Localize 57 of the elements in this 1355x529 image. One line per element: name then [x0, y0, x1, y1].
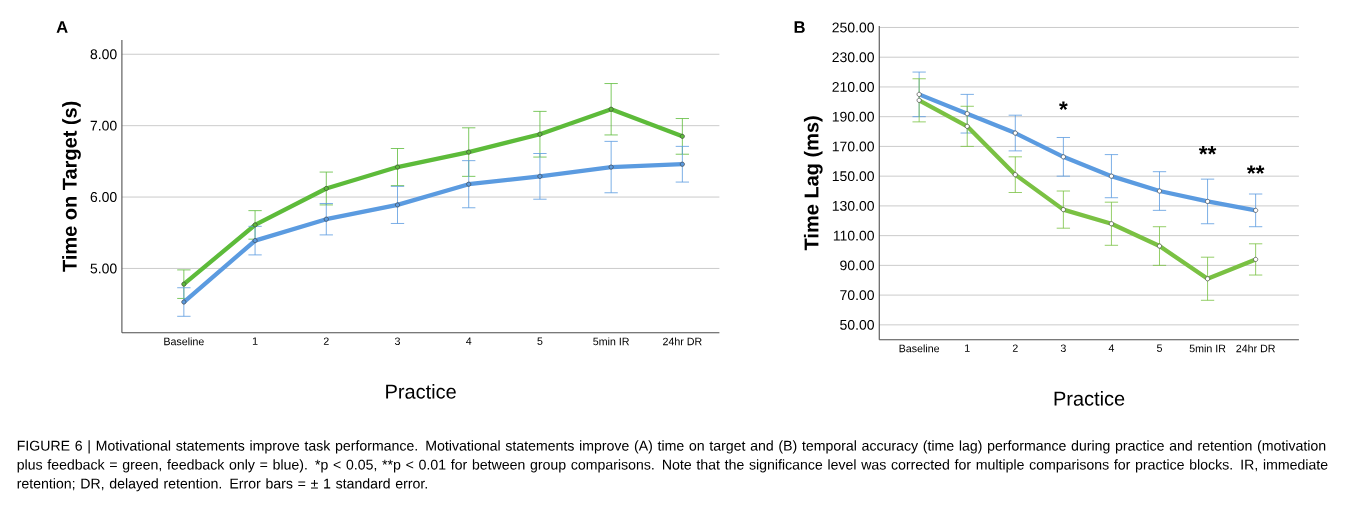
point — [323, 186, 329, 192]
x-tick-label: Baseline — [164, 337, 204, 346]
point — [679, 161, 685, 167]
point — [537, 174, 543, 180]
point — [323, 216, 329, 222]
y-tick-label: 250.00 — [832, 22, 874, 33]
point — [537, 131, 543, 137]
x-tick-label: 5min IR — [1189, 344, 1226, 353]
x-axis-title: Practice — [386, 384, 456, 399]
x-axis-title: Practice — [1054, 391, 1125, 406]
y-tick-label: 210.00 — [832, 82, 874, 93]
point — [608, 106, 614, 112]
point — [679, 134, 685, 140]
y-tick-label: 110.00 — [833, 230, 874, 241]
chart-title: A — [56, 21, 68, 33]
y-tick-label: 230.00 — [832, 52, 874, 63]
y-tick-label: 190.00 — [832, 111, 874, 122]
x-tick-label: 3 — [1060, 344, 1066, 353]
y-tick-label: 8.00 — [90, 49, 117, 60]
y-tick-label: 150.00 — [832, 171, 874, 182]
point — [252, 222, 258, 228]
point — [395, 202, 400, 208]
point — [395, 164, 400, 170]
y-tick-label: 130.00 — [832, 201, 874, 212]
annotation: * — [1059, 101, 1068, 111]
y-tick-label: 6.00 — [90, 192, 117, 203]
point — [608, 164, 614, 170]
x-tick-label: 2 — [323, 337, 329, 346]
point — [181, 299, 187, 305]
chart-title: B — [794, 21, 805, 34]
caption: FIGURE 6 | Motivational statements improve task performance. Motivational statements improve (A) time on target and (B) temporal accuracy (time lag) performance during practice and retention (motivation plus feedback = green, feedback only = blue). *p < 0.05, **p < 0.01 for between group comparisons. Note that the significance level was corrected for multiple comparisons for practice blocks. IR, immediate retention; DR, delayed retention. Error bars = ± 1 standard error. — [17, 440, 1328, 492]
y-tick-label: 90.00 — [840, 260, 874, 271]
y-tick-label: 170.00 — [832, 141, 874, 152]
x-tick-label: 4 — [1108, 344, 1115, 352]
point — [181, 281, 187, 287]
y-tick-label: 70.00 — [840, 290, 874, 301]
x-tick-label: 24hr DR — [663, 337, 702, 346]
x-tick-label: 5 — [537, 337, 543, 346]
point — [466, 149, 472, 155]
y-tick-label: 7.00 — [90, 120, 117, 131]
point — [252, 238, 258, 244]
x-tick-label: 24hr DR — [1236, 344, 1275, 353]
x-tick-label: 5min IR — [593, 337, 629, 346]
y-axis-title: Time on Target (s) — [62, 101, 81, 273]
x-tick-label: 5 — [1156, 344, 1163, 353]
point — [466, 181, 472, 187]
annotation: ** — [1198, 146, 1217, 155]
y-tick-label: 5.00 — [90, 263, 117, 274]
x-tick-label: 1 — [965, 344, 970, 352]
x-tick-label: Baseline — [899, 344, 940, 353]
x-tick-label: 1 — [252, 337, 258, 345]
x-tick-label: 3 — [394, 337, 400, 346]
x-tick-label: 4 — [466, 337, 472, 345]
y-axis-title: Time Lag (ms) — [803, 116, 823, 251]
x-tick-label: 2 — [1012, 344, 1018, 353]
y-tick-label: 50.00 — [840, 320, 874, 331]
annotation: ** — [1246, 165, 1265, 175]
